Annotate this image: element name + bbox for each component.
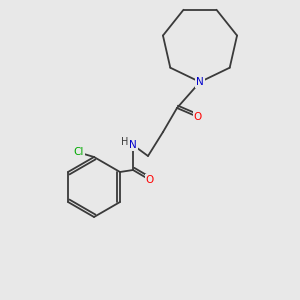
Text: N: N: [129, 140, 137, 150]
Text: N: N: [196, 77, 204, 87]
Text: O: O: [146, 175, 154, 185]
Text: O: O: [194, 112, 202, 122]
Text: Cl: Cl: [74, 147, 84, 157]
Text: H: H: [121, 137, 129, 147]
